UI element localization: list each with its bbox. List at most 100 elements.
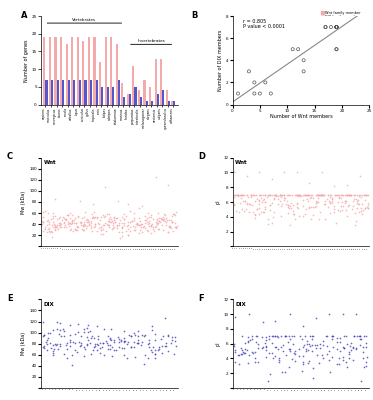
- Point: [44, 341, 50, 347]
- Point: [148, 222, 154, 229]
- Point: [156, 215, 162, 221]
- Point: [232, 347, 238, 354]
- Point: [142, 351, 148, 358]
- Point: [75, 321, 81, 327]
- Point: [51, 346, 57, 353]
- Point: [361, 192, 367, 198]
- Point: [166, 217, 172, 223]
- Point: [357, 333, 363, 340]
- Point: [47, 229, 53, 235]
- Bar: [99, 62, 101, 104]
- Point: [94, 214, 100, 220]
- Point: [339, 198, 345, 205]
- Point: [250, 192, 256, 198]
- Point: [140, 224, 146, 230]
- Point: [315, 195, 321, 202]
- Point: [140, 203, 145, 209]
- Point: [132, 224, 138, 230]
- Legend: Wnt family member, DIX family member: Wnt family member, DIX family member: [322, 11, 361, 19]
- Point: [69, 362, 75, 368]
- Point: [273, 193, 279, 199]
- Point: [362, 205, 368, 211]
- Point: [150, 226, 156, 232]
- Point: [245, 334, 251, 340]
- Point: [106, 222, 112, 228]
- Point: [333, 24, 339, 30]
- Point: [61, 223, 67, 230]
- Point: [61, 214, 67, 221]
- Point: [141, 361, 147, 368]
- Point: [69, 212, 75, 218]
- Point: [304, 195, 310, 202]
- Point: [142, 217, 148, 223]
- Point: [66, 220, 72, 226]
- Bar: [73, 80, 75, 104]
- Point: [84, 223, 90, 230]
- Point: [41, 331, 47, 338]
- Point: [47, 330, 53, 336]
- Point: [70, 228, 76, 234]
- Point: [267, 192, 273, 198]
- Point: [306, 340, 312, 347]
- Point: [162, 314, 168, 321]
- Point: [84, 334, 90, 340]
- Point: [104, 221, 110, 227]
- Y-axis label: Number of DIX members: Number of DIX members: [218, 30, 223, 91]
- Point: [355, 196, 361, 203]
- Text: Wnt: Wnt: [44, 160, 56, 165]
- Point: [49, 222, 55, 228]
- Point: [327, 192, 333, 198]
- Point: [294, 192, 300, 198]
- Point: [320, 338, 326, 344]
- Point: [296, 212, 302, 219]
- Point: [101, 326, 107, 332]
- Point: [111, 346, 117, 353]
- Bar: [112, 87, 114, 104]
- Point: [97, 344, 103, 351]
- Point: [52, 222, 58, 228]
- Point: [357, 342, 363, 348]
- Point: [160, 216, 166, 223]
- Point: [236, 352, 242, 358]
- Point: [333, 346, 339, 353]
- Point: [263, 354, 269, 360]
- Point: [119, 224, 125, 230]
- Point: [163, 343, 169, 350]
- Point: [240, 349, 246, 355]
- Point: [300, 322, 305, 329]
- Point: [58, 224, 64, 231]
- Point: [142, 332, 148, 338]
- Point: [245, 360, 251, 366]
- Point: [107, 334, 113, 341]
- Point: [356, 192, 362, 198]
- Point: [40, 208, 46, 215]
- Point: [92, 214, 98, 220]
- Point: [113, 215, 119, 221]
- Point: [68, 219, 73, 226]
- Point: [312, 342, 318, 348]
- Point: [301, 213, 307, 219]
- Point: [52, 196, 58, 202]
- Point: [278, 344, 284, 350]
- Point: [269, 333, 275, 340]
- Point: [78, 220, 84, 226]
- Point: [73, 227, 79, 233]
- Point: [360, 206, 366, 213]
- Point: [316, 360, 322, 366]
- Point: [304, 341, 310, 347]
- Point: [255, 341, 261, 348]
- Point: [81, 344, 87, 350]
- Point: [133, 221, 139, 227]
- Point: [237, 200, 243, 206]
- Point: [351, 192, 357, 198]
- Point: [329, 354, 335, 360]
- Point: [326, 311, 332, 317]
- Point: [306, 192, 312, 198]
- Point: [235, 192, 241, 198]
- Point: [244, 173, 250, 179]
- Point: [346, 192, 352, 198]
- Point: [245, 339, 251, 346]
- Point: [246, 68, 252, 74]
- Point: [145, 228, 151, 234]
- Point: [51, 221, 57, 227]
